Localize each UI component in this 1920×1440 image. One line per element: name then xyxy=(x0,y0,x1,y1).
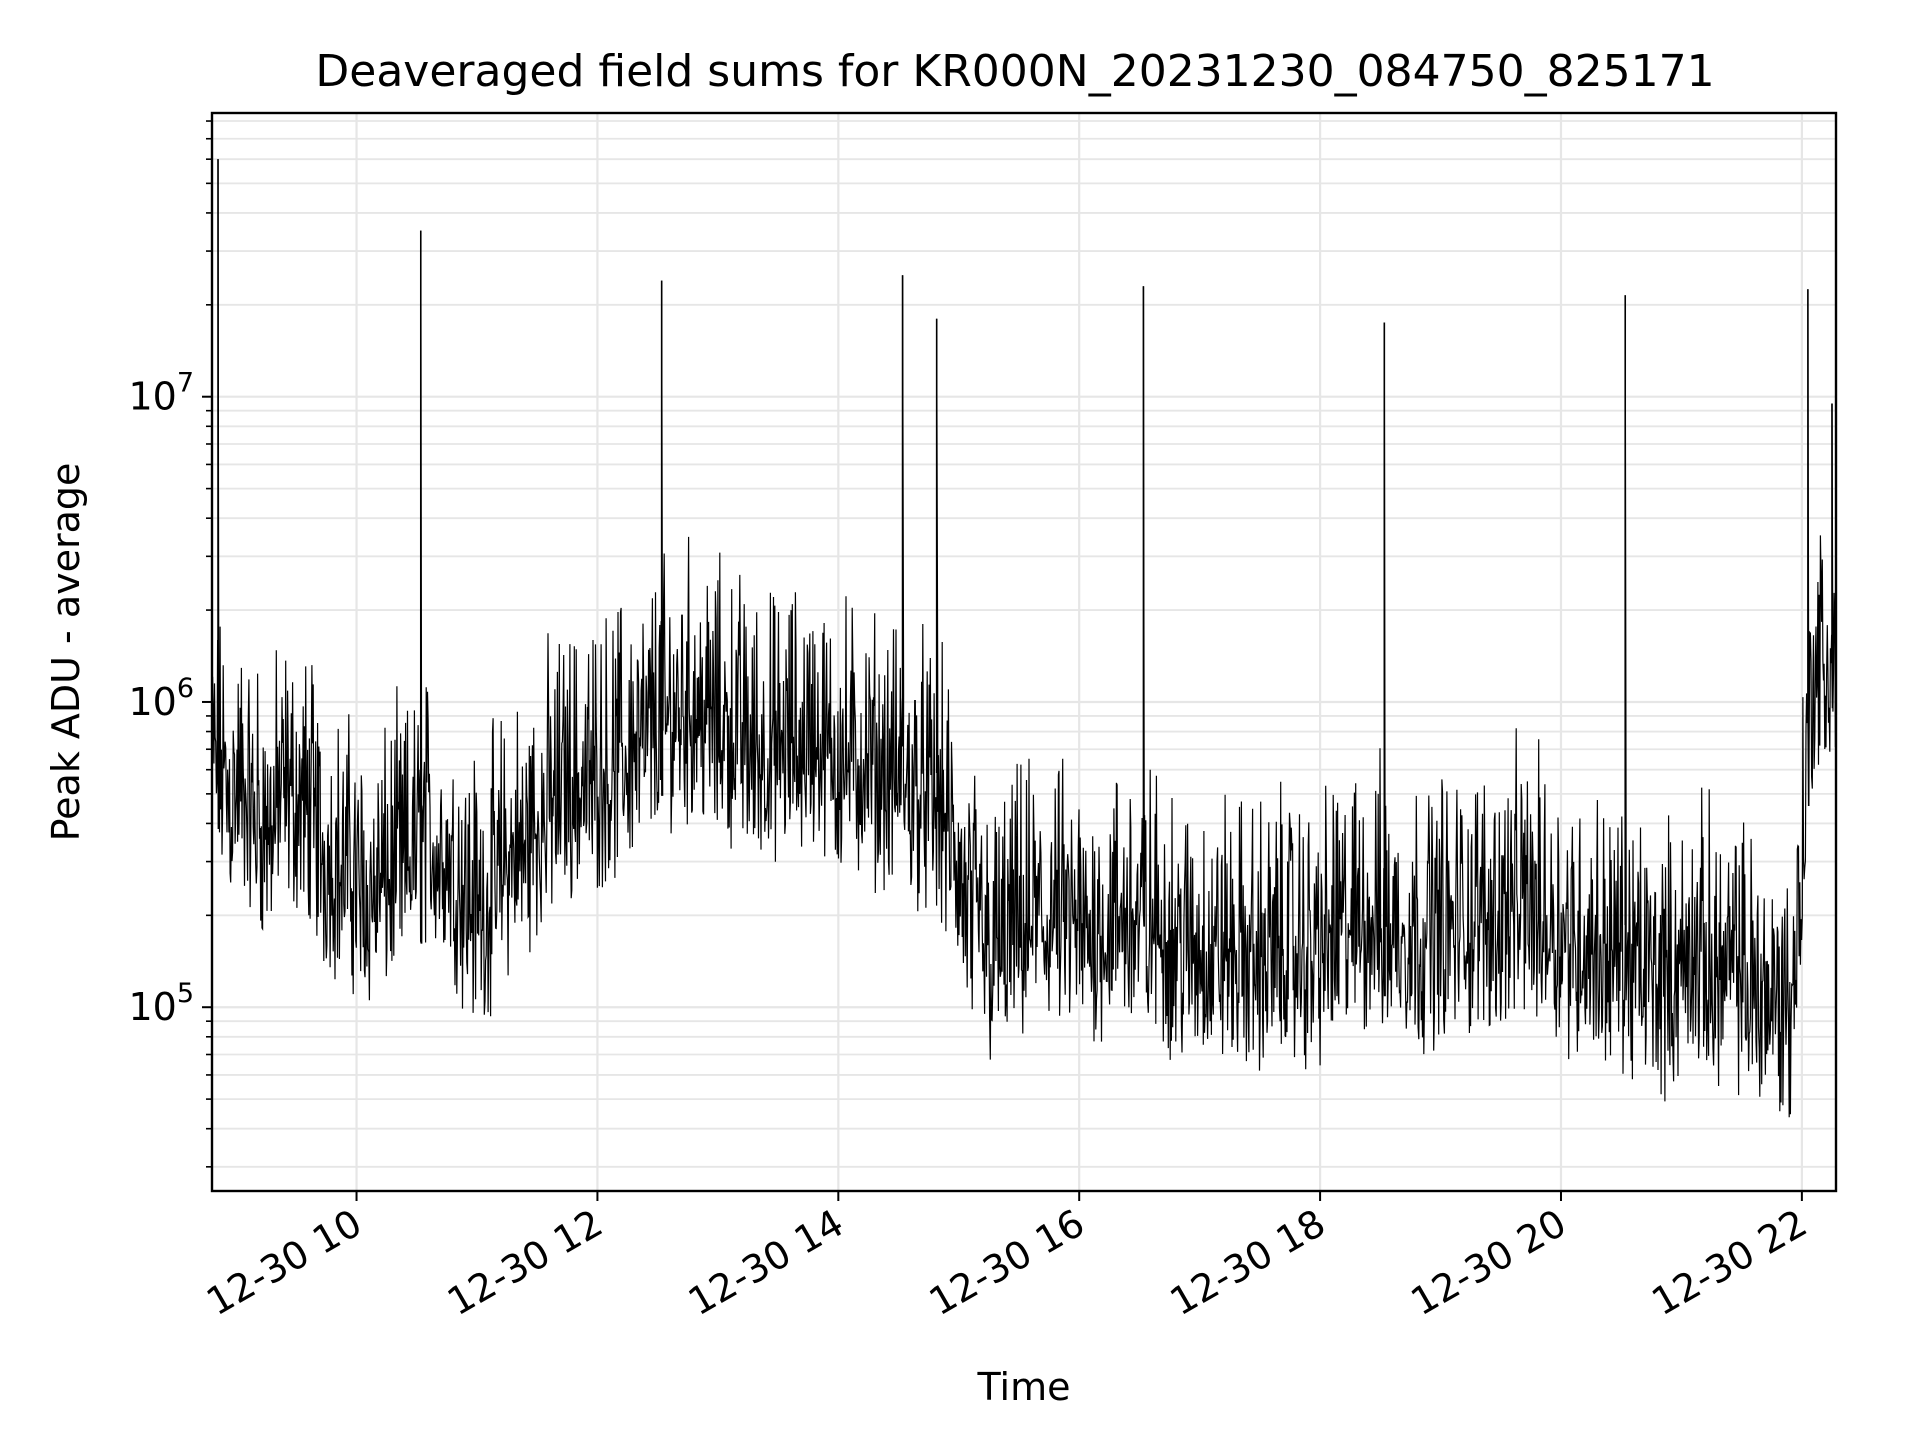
x-axis-label: Time xyxy=(977,1365,1071,1409)
y-tick-label: 107 xyxy=(128,368,194,419)
series-line xyxy=(211,159,1837,1118)
plot-frame xyxy=(210,111,1838,1193)
chart-title: Deaveraged field sums for KR000N_2023123… xyxy=(315,46,1714,97)
y-tick-label: 106 xyxy=(128,673,194,724)
series-group xyxy=(211,159,1837,1118)
y-axis-label: Peak ADU - average xyxy=(44,463,88,842)
y-tick-label: 105 xyxy=(128,978,194,1029)
